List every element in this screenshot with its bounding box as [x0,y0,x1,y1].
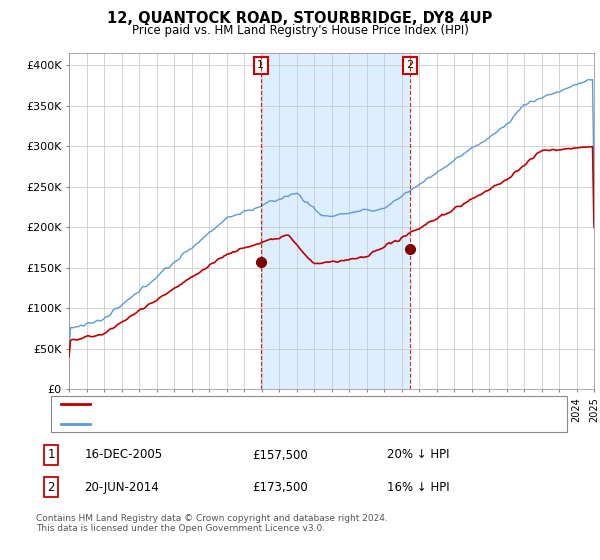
Text: 1: 1 [257,60,265,71]
Text: 12, QUANTOCK ROAD, STOURBRIDGE, DY8 4UP: 12, QUANTOCK ROAD, STOURBRIDGE, DY8 4UP [107,11,493,26]
Text: £157,500: £157,500 [252,449,308,461]
Text: 1: 1 [47,449,55,461]
Text: 16-DEC-2005: 16-DEC-2005 [85,449,163,461]
FancyBboxPatch shape [50,396,568,432]
Text: Price paid vs. HM Land Registry's House Price Index (HPI): Price paid vs. HM Land Registry's House … [131,24,469,36]
Text: 2: 2 [47,480,55,494]
Text: £173,500: £173,500 [252,480,308,494]
Text: 2: 2 [406,60,413,71]
Text: 20-JUN-2014: 20-JUN-2014 [85,480,160,494]
Text: HPI: Average price, detached house, Dudley: HPI: Average price, detached house, Dudl… [98,418,338,428]
Text: 12, QUANTOCK ROAD, STOURBRIDGE, DY8 4UP (detached house): 12, QUANTOCK ROAD, STOURBRIDGE, DY8 4UP … [98,399,455,409]
Text: 16% ↓ HPI: 16% ↓ HPI [387,480,449,494]
Text: Contains HM Land Registry data © Crown copyright and database right 2024.
This d: Contains HM Land Registry data © Crown c… [36,514,388,534]
Bar [261,53,410,389]
Text: 20% ↓ HPI: 20% ↓ HPI [387,449,449,461]
